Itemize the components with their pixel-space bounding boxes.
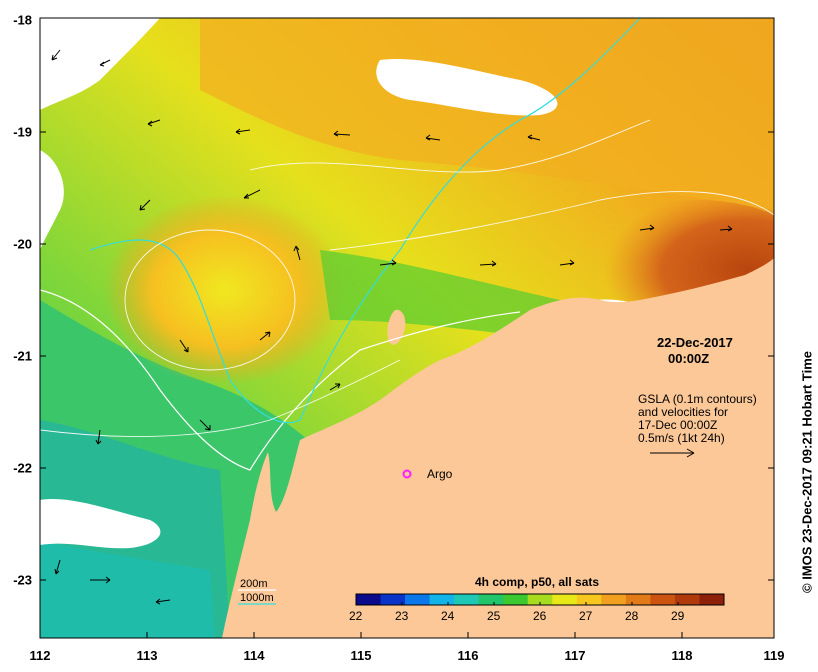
colorbar-tick-label: 22 (349, 609, 363, 623)
map-frame (39, 17, 775, 639)
colorbar-swatch (674, 594, 700, 605)
warm-eddy (105, 195, 345, 385)
x-tick-116: 116 (457, 648, 479, 663)
y-tick-18: -18 (13, 12, 32, 28)
colorbar-swatch (625, 594, 651, 605)
colorbar-tick-label: 28 (625, 609, 639, 623)
colorbar-tick-label: 27 (579, 609, 593, 623)
colorbar-tick-label: 26 (533, 609, 547, 623)
colorbar-title: 4h comp, p50, all sats (475, 575, 600, 589)
colorbar-swatch (503, 594, 529, 605)
colorbar-swatch (405, 594, 431, 605)
y-tick-23: -23 (13, 572, 32, 588)
isobath-200m (40, 289, 521, 471)
y-tick-20: -20 (13, 236, 32, 252)
map-date: 22-Dec-2017 (657, 335, 733, 350)
island (387, 309, 406, 345)
x-tick-113: 113 (136, 648, 158, 663)
colorbar-swatch (699, 594, 725, 605)
colorbar-swatch (576, 594, 602, 605)
colorbar-swatch (650, 594, 676, 605)
isobath-label-200m: 200m (240, 578, 268, 590)
land-mass (222, 258, 774, 638)
legend-line-1: GSLA (0.1m contours) (638, 392, 757, 406)
x-tick-115: 115 (350, 648, 372, 663)
argo-marker[interactable] (402, 469, 412, 479)
gsla-contours (40, 119, 774, 437)
legend-line-2: and velocities for (638, 405, 729, 419)
colorbar-swatch (527, 594, 553, 605)
colorbar-tick-label: 29 (671, 609, 685, 623)
x-tick-119: 119 (763, 648, 785, 663)
y-tick-22: -22 (13, 460, 32, 476)
x-tick-118: 118 (671, 648, 693, 663)
legend-line-4: 0.5m/s (1kt 24h) (638, 431, 725, 445)
colorbar-swatch (552, 594, 578, 605)
colorbar-swatch (601, 594, 627, 605)
colorbar-swatch (429, 594, 455, 605)
colorbar (355, 593, 725, 606)
x-tick-117: 117 (564, 648, 586, 663)
velocity-arrows (51, 49, 733, 605)
velocity-scale-arrow (650, 448, 695, 458)
x-tick-112: 112 (29, 648, 51, 663)
y-tick-19: -19 (13, 124, 32, 140)
colorbar-swatch (478, 594, 504, 605)
map-time: 00:00Z (668, 351, 710, 366)
colorbar-tick-label: 25 (487, 609, 501, 623)
x-tick-114: 114 (243, 648, 265, 663)
axis-ticks (39, 131, 775, 638)
colorbar-tick-label: 23 (395, 609, 409, 623)
colorbar-swatch (380, 594, 406, 605)
isobath-label-1000m: 1000m (240, 592, 274, 604)
argo-label: Argo (427, 467, 453, 481)
colorbar-swatch (454, 594, 480, 605)
imos-credit: © IMOS 23-Dec-2017 09:21 Hobart Time (799, 351, 815, 593)
colorbar-tick-label: 24 (441, 609, 455, 623)
isobath-1000m (89, 18, 641, 424)
legend-line-3: 17-Dec 00:00Z (638, 418, 718, 432)
colorbar-swatch (356, 594, 382, 605)
y-tick-21: -21 (13, 348, 32, 364)
